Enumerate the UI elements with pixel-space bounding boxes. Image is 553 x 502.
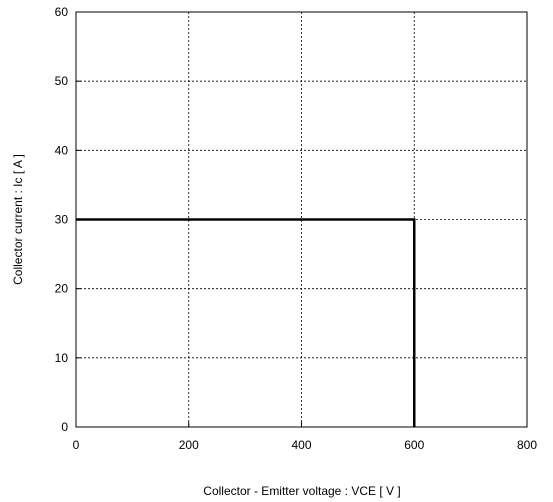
y-tick-labels: 0 10 20 30 40 50 60 — [55, 5, 81, 434]
y-axis-label: Collector current : Ic [ A ] — [11, 154, 25, 285]
y-tick-label: 0 — [61, 420, 68, 434]
series-line — [76, 218, 416, 427]
x-tick-label: 800 — [517, 438, 537, 452]
x-tick-labels: 0 200 400 600 800 — [73, 422, 537, 452]
y-tick-label: 30 — [55, 213, 69, 227]
series-layer — [76, 218, 416, 427]
x-axis-label: Collector - Emitter voltage : VCE [ V ] — [203, 484, 400, 498]
y-tick-label: 20 — [55, 282, 69, 296]
y-tick-label: 60 — [55, 5, 69, 19]
y-tick-label: 40 — [55, 143, 69, 157]
x-tick-label: 0 — [73, 438, 80, 452]
x-tick-label: 600 — [404, 438, 424, 452]
x-tick-label: 200 — [179, 438, 199, 452]
y-tick-label: 10 — [55, 351, 69, 365]
x-tick-label: 400 — [291, 438, 311, 452]
y-tick-label: 50 — [55, 74, 69, 88]
